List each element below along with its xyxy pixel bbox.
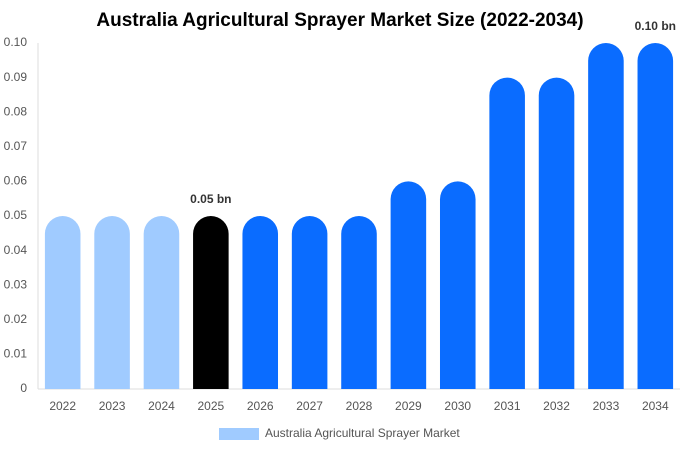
x-tick-label: 2025 (197, 399, 224, 413)
y-tick-label: 0.03 (4, 277, 28, 291)
x-tick-label: 2022 (49, 399, 76, 413)
x-tick-label: 2023 (99, 399, 126, 413)
y-tick-label: 0.09 (4, 70, 28, 84)
x-tick-label: 2034 (642, 399, 669, 413)
bar (588, 42, 624, 389)
legend-label: Australia Agricultural Sprayer Market (265, 426, 460, 440)
y-tick-label: 0 (20, 381, 27, 395)
x-tick-label: 2026 (247, 399, 274, 413)
chart-title: Australia Agricultural Sprayer Market Si… (96, 10, 583, 31)
bar (143, 216, 180, 389)
y-tick-label: 0.05 (4, 208, 28, 222)
y-tick-label: 0.01 (4, 347, 28, 361)
bar (538, 77, 575, 389)
bar (193, 216, 229, 389)
bar (341, 215, 377, 389)
bar (439, 181, 476, 389)
bar (291, 215, 328, 389)
y-tick-label: 0.07 (4, 139, 28, 153)
x-tick-label: 2033 (593, 399, 620, 413)
bar (44, 216, 81, 389)
value-label: 0.05 bn (190, 192, 231, 206)
x-tick-label: 2024 (148, 399, 175, 413)
y-tick-label: 0.04 (4, 243, 28, 257)
bar (242, 215, 279, 389)
value-label: 0.10 bn (635, 19, 676, 33)
bar (390, 181, 427, 389)
legend-swatch (219, 428, 259, 440)
x-tick-label: 2032 (543, 399, 570, 413)
x-tick-label: 2027 (296, 399, 323, 413)
bar (489, 77, 525, 389)
x-tick-label: 2030 (444, 399, 471, 413)
y-tick-label: 0.02 (4, 312, 28, 326)
y-tick-label: 0.08 (4, 104, 28, 118)
x-tick-label: 2028 (346, 399, 373, 413)
bar (637, 42, 674, 389)
bar (94, 216, 130, 389)
x-tick-label: 2031 (494, 399, 521, 413)
y-tick-label: 0.06 (4, 174, 28, 188)
y-tick-label: 0.10 (4, 35, 28, 49)
x-tick-label: 2029 (395, 399, 422, 413)
